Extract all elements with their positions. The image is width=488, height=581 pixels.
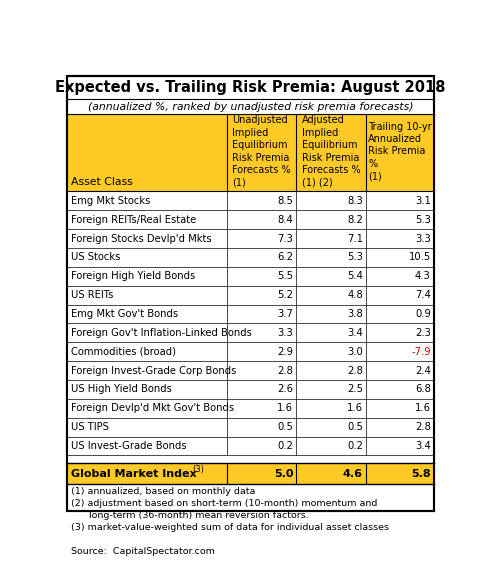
Text: 3.1: 3.1 xyxy=(414,196,430,206)
Bar xyxy=(67,456,433,463)
Text: 5.2: 5.2 xyxy=(277,290,293,300)
Text: 3.7: 3.7 xyxy=(277,309,293,319)
Text: Foreign Invest-Grade Corp Bonds: Foreign Invest-Grade Corp Bonds xyxy=(71,365,236,375)
Bar xyxy=(67,361,433,380)
Text: 6.8: 6.8 xyxy=(414,385,430,394)
Text: 5.4: 5.4 xyxy=(346,271,362,281)
Text: 2.8: 2.8 xyxy=(414,422,430,432)
Text: Foreign Gov't Inflation-Linked Bonds: Foreign Gov't Inflation-Linked Bonds xyxy=(71,328,251,338)
Text: Commodities (broad): Commodities (broad) xyxy=(71,347,176,357)
Bar xyxy=(67,324,433,342)
Text: 3.0: 3.0 xyxy=(346,347,362,357)
Text: 1.6: 1.6 xyxy=(414,403,430,413)
Text: Asset Class: Asset Class xyxy=(71,177,133,187)
Text: Source:  CapitalSpectator.com: Source: CapitalSpectator.com xyxy=(71,547,215,556)
Text: 0.2: 0.2 xyxy=(277,441,293,451)
Text: Foreign Devlp'd Mkt Gov't Bonds: Foreign Devlp'd Mkt Gov't Bonds xyxy=(71,403,234,413)
Text: long-term (36-month) mean reversion factors.: long-term (36-month) mean reversion fact… xyxy=(71,511,308,520)
Text: (2) adjustment based on short-term (10-month) momentum and: (2) adjustment based on short-term (10-m… xyxy=(71,499,377,508)
Text: (3): (3) xyxy=(192,465,204,474)
Text: 3.3: 3.3 xyxy=(414,234,430,243)
Text: US REITs: US REITs xyxy=(71,290,113,300)
Text: 0.5: 0.5 xyxy=(346,422,362,432)
Text: 5.0: 5.0 xyxy=(273,469,293,479)
Text: 5.8: 5.8 xyxy=(410,469,430,479)
Text: 4.3: 4.3 xyxy=(414,271,430,281)
Text: 3.4: 3.4 xyxy=(346,328,362,338)
Text: 7.4: 7.4 xyxy=(414,290,430,300)
Text: Unadjusted
Implied
Equilibrium
Risk Premia
Forecasts %
(1): Unadjusted Implied Equilibrium Risk Prem… xyxy=(232,116,290,187)
Text: US Stocks: US Stocks xyxy=(71,252,121,263)
Text: Foreign High Yield Bonds: Foreign High Yield Bonds xyxy=(71,271,195,281)
Text: 2.8: 2.8 xyxy=(277,365,293,375)
Text: Expected vs. Trailing Risk Premia: August 2018: Expected vs. Trailing Risk Premia: Augus… xyxy=(55,80,445,95)
Text: Emg Mkt Stocks: Emg Mkt Stocks xyxy=(71,196,150,206)
Text: Global Market Index: Global Market Index xyxy=(71,469,197,479)
Text: (3) market-value-weighted sum of data for individual asset classes: (3) market-value-weighted sum of data fo… xyxy=(71,523,388,532)
Text: 4.6: 4.6 xyxy=(342,469,362,479)
Text: 8.4: 8.4 xyxy=(277,214,293,225)
Text: 0.5: 0.5 xyxy=(277,422,293,432)
Text: 5.3: 5.3 xyxy=(414,214,430,225)
Text: 10.5: 10.5 xyxy=(407,252,430,263)
Text: 6.2: 6.2 xyxy=(277,252,293,263)
Text: -7.9: -7.9 xyxy=(410,347,430,357)
Bar xyxy=(67,437,433,456)
Text: 1.6: 1.6 xyxy=(277,403,293,413)
Text: 2.4: 2.4 xyxy=(414,365,430,375)
Text: US Invest-Grade Bonds: US Invest-Grade Bonds xyxy=(71,441,186,451)
Text: 5.3: 5.3 xyxy=(346,252,362,263)
Bar xyxy=(67,191,433,210)
Text: 8.2: 8.2 xyxy=(346,214,362,225)
Text: 0.2: 0.2 xyxy=(346,441,362,451)
Bar xyxy=(67,267,433,286)
Text: 8.5: 8.5 xyxy=(277,196,293,206)
Text: 4.8: 4.8 xyxy=(346,290,362,300)
Text: 0.9: 0.9 xyxy=(414,309,430,319)
Bar xyxy=(67,114,433,191)
Bar xyxy=(67,342,433,361)
Text: 7.1: 7.1 xyxy=(346,234,362,243)
Text: Adjusted
Implied
Equilibrium
Risk Premia
Forecasts %
(1) (2): Adjusted Implied Equilibrium Risk Premia… xyxy=(301,116,360,187)
Bar xyxy=(67,418,433,437)
Text: Foreign Stocks Devlp'd Mkts: Foreign Stocks Devlp'd Mkts xyxy=(71,234,211,243)
Bar xyxy=(67,286,433,304)
Text: 7.3: 7.3 xyxy=(277,234,293,243)
Text: US TIPS: US TIPS xyxy=(71,422,109,432)
Text: Trailing 10-yr
Annualized
Risk Premia
%
(1): Trailing 10-yr Annualized Risk Premia % … xyxy=(367,121,431,181)
Bar xyxy=(67,463,433,484)
Bar xyxy=(67,210,433,229)
Text: Emg Mkt Gov't Bonds: Emg Mkt Gov't Bonds xyxy=(71,309,178,319)
Text: 3.3: 3.3 xyxy=(277,328,293,338)
Text: 2.5: 2.5 xyxy=(346,385,362,394)
Bar xyxy=(67,248,433,267)
Text: (1) annualized, based on monthly data: (1) annualized, based on monthly data xyxy=(71,487,255,496)
Text: 5.5: 5.5 xyxy=(277,271,293,281)
Text: 2.6: 2.6 xyxy=(277,385,293,394)
Text: US High Yield Bonds: US High Yield Bonds xyxy=(71,385,172,394)
Bar xyxy=(67,304,433,324)
Text: 8.3: 8.3 xyxy=(346,196,362,206)
Text: 1.6: 1.6 xyxy=(346,403,362,413)
Text: 2.9: 2.9 xyxy=(277,347,293,357)
Bar xyxy=(67,380,433,399)
Text: Foreign REITs/Real Estate: Foreign REITs/Real Estate xyxy=(71,214,196,225)
Bar xyxy=(67,229,433,248)
Text: 3.4: 3.4 xyxy=(414,441,430,451)
Text: 2.8: 2.8 xyxy=(346,365,362,375)
Bar xyxy=(67,399,433,418)
Text: 2.3: 2.3 xyxy=(414,328,430,338)
Text: (annualized %, ranked by unadjusted risk premia forecasts): (annualized %, ranked by unadjusted risk… xyxy=(88,102,412,112)
Text: 3.8: 3.8 xyxy=(346,309,362,319)
